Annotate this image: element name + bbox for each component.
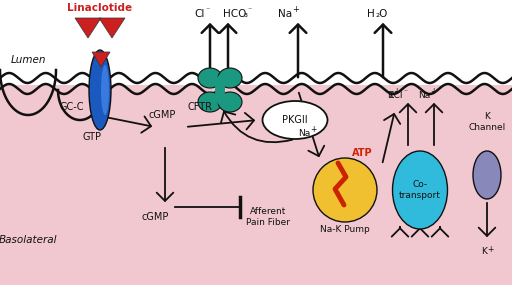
Text: Afferent
Pain Fiber: Afferent Pain Fiber	[246, 207, 290, 227]
Text: Na: Na	[298, 129, 310, 137]
Text: ATP: ATP	[352, 148, 372, 158]
Text: +: +	[292, 5, 299, 13]
Ellipse shape	[263, 101, 328, 139]
Text: 2Cl: 2Cl	[389, 91, 403, 99]
Text: ₂O: ₂O	[375, 9, 388, 19]
Text: Basolateral: Basolateral	[0, 235, 57, 245]
Ellipse shape	[393, 151, 447, 229]
Text: ⁻: ⁻	[247, 5, 251, 15]
Text: CFTR: CFTR	[187, 102, 212, 112]
Ellipse shape	[198, 68, 222, 88]
Ellipse shape	[218, 68, 242, 88]
Ellipse shape	[198, 92, 222, 112]
Text: ⁻: ⁻	[403, 87, 407, 97]
Ellipse shape	[218, 92, 242, 112]
Text: Lumen: Lumen	[10, 55, 46, 65]
Polygon shape	[75, 18, 101, 38]
Text: K: K	[481, 247, 487, 256]
Text: +: +	[487, 245, 494, 253]
Text: Na: Na	[418, 91, 430, 99]
Ellipse shape	[215, 75, 225, 105]
Text: Linaclotide: Linaclotide	[68, 3, 133, 13]
FancyBboxPatch shape	[0, 75, 512, 285]
Text: GC-C: GC-C	[60, 102, 84, 112]
Text: Na-K Pump: Na-K Pump	[320, 225, 370, 235]
Text: H: H	[367, 9, 375, 19]
Text: K: K	[387, 91, 393, 99]
Text: cGMP: cGMP	[141, 212, 168, 222]
Ellipse shape	[101, 65, 109, 115]
Text: ⁻: ⁻	[205, 5, 209, 15]
Text: HCO: HCO	[223, 9, 246, 19]
Text: cGMP: cGMP	[148, 110, 176, 120]
Text: +: +	[393, 87, 399, 97]
Text: ₃: ₃	[243, 9, 247, 19]
Circle shape	[313, 158, 377, 222]
Text: Co-
transport: Co- transport	[399, 180, 441, 200]
Polygon shape	[99, 18, 125, 38]
Text: GTP: GTP	[82, 132, 101, 142]
Text: +: +	[430, 87, 436, 97]
Text: +: +	[310, 125, 316, 135]
Text: PKGII: PKGII	[282, 115, 308, 125]
Text: Na: Na	[278, 9, 292, 19]
Ellipse shape	[473, 151, 501, 199]
Ellipse shape	[89, 50, 111, 130]
FancyBboxPatch shape	[0, 0, 512, 85]
Text: Cl: Cl	[195, 9, 205, 19]
Polygon shape	[92, 52, 110, 67]
Text: K
Channel: K Channel	[468, 112, 506, 132]
